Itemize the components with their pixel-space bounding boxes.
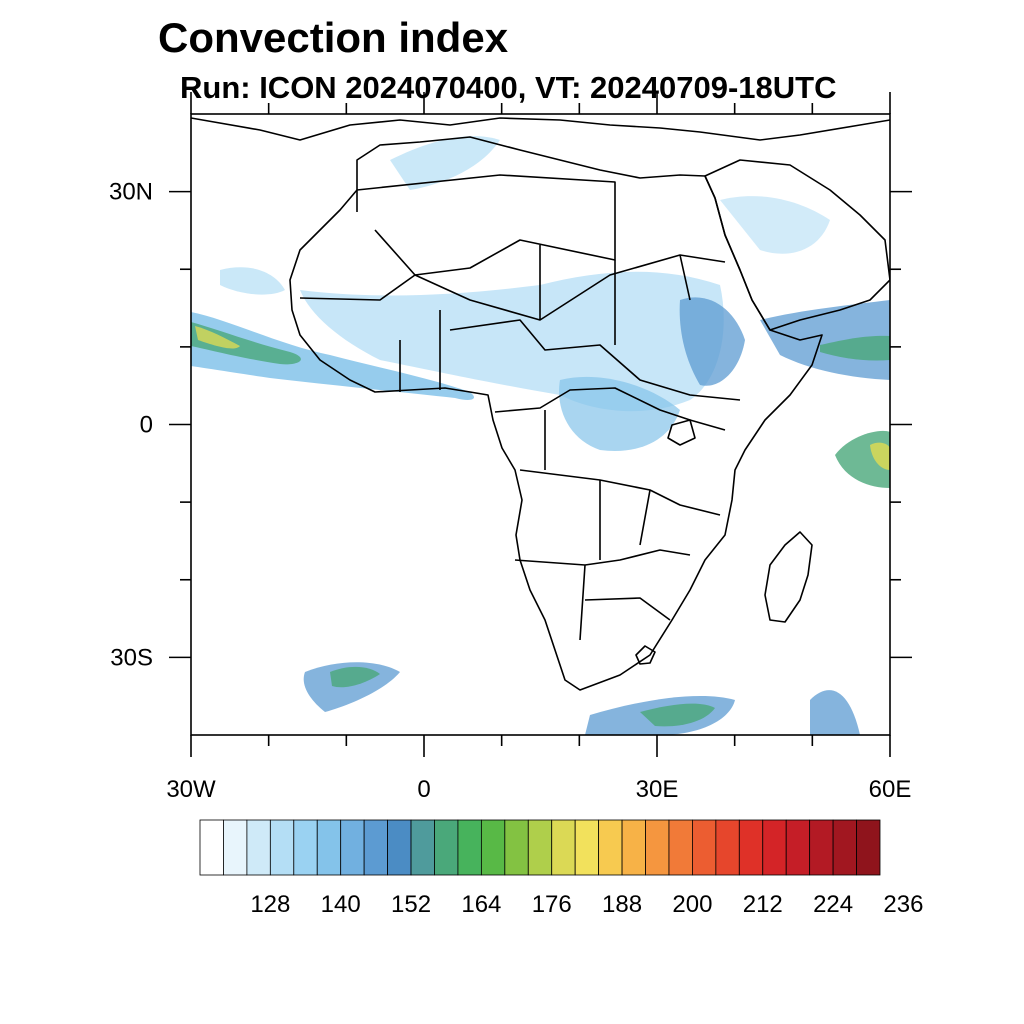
chart-title: Convection index [158,14,509,61]
lat-tick-label: 0 [140,412,153,439]
lat-tick-label: 30N [109,179,153,206]
colorbar-swatch [856,819,881,876]
field-south-indian-core [640,703,715,727]
colorbar-swatch [363,819,388,876]
arabia-coastline [704,159,890,331]
border-sahel [299,254,726,321]
colorbar-swatch [434,819,459,876]
field-arabian-sea [760,300,890,380]
colorbar-swatch [410,819,435,876]
colorbar-swatch [340,819,365,876]
border-central [449,319,741,401]
colorbar-label: 140 [321,891,361,918]
field-south-atlantic-core [330,666,380,688]
field-sahel [300,271,724,412]
lesotho [635,645,656,665]
colorbar-swatch [457,819,482,876]
colorbar-swatch [762,819,787,876]
colorbar-swatch [504,819,529,876]
colorbar-label: 188 [602,891,642,918]
field-mediterranean [390,136,500,190]
field-west-sahara [220,267,285,295]
colorbar-swatch [223,819,248,876]
field-southeast [810,690,860,735]
border-south-central [519,469,721,516]
europe-coastline [191,117,890,141]
lake-victoria [667,419,696,446]
field-red-sea [720,196,830,254]
field-ethiopia [679,297,745,386]
lon-tick-label: 0 [417,776,430,803]
colorbar-swatch [785,819,811,876]
colorbar-labels: 128 140 152 164 176 188 200 212 224 236 [250,891,923,918]
convection-field [191,136,890,735]
colorbar-label: 224 [813,891,853,918]
colorbar-swatch [645,819,670,876]
colorbar-label: 152 [391,891,431,918]
border-vertical-2 [399,245,691,392]
border-vertical-1 [544,410,651,560]
lon-tick-label: 60E [869,776,912,803]
coastlines-and-borders [191,117,890,691]
lat-tick-label: 30S [110,644,153,671]
colorbar-swatch [621,819,646,876]
border-south [579,564,671,641]
colorbar-swatch [574,819,600,876]
colorbar-swatch [738,819,764,876]
colorbar-swatch [199,819,224,876]
madagascar-coastline [764,531,813,623]
lon-tick-label: 30E [636,776,679,803]
colorbar-swatch [293,819,318,876]
colorbar-swatch [246,819,271,876]
colorbar-label: 212 [743,891,783,918]
colorbar-label: 164 [461,891,501,918]
field-atlantic-peak [195,326,240,349]
colorbar-label: 128 [250,891,290,918]
colorbar-swatch [551,819,576,876]
colorbar-swatch [269,819,295,876]
field-atlantic-band [191,312,475,400]
border-sahara [356,174,616,276]
field-indian-peak [870,442,890,470]
colorbar-swatch [527,819,553,876]
colorbar-label: 176 [532,891,572,918]
colorbar-swatch [387,819,412,876]
axis-ticks [169,92,912,757]
chart-subtitle: Run: ICON 2024070400, VT: 20240709-18UTC [180,70,837,105]
colorbar-label: 236 [883,891,923,918]
lon-tick-label: 30W [166,776,216,803]
field-atlantic-core [191,322,301,365]
colorbar [199,819,881,876]
colorbar-swatch [715,819,740,876]
field-arabian-core [820,335,890,361]
border-southern [514,549,691,566]
colorbar-label: 200 [672,891,712,918]
colorbar-swatch [832,819,857,876]
axis-tick-labels: 30W 0 30E 60E 30N 0 30S [109,179,911,803]
colorbar-swatch [316,819,342,876]
field-central-africa [559,376,680,451]
colorbar-swatch [692,819,717,876]
colorbar-swatch [480,819,506,876]
colorbar-swatch [668,819,693,876]
colorbar-swatch [809,819,834,876]
colorbar-swatch [598,819,623,876]
